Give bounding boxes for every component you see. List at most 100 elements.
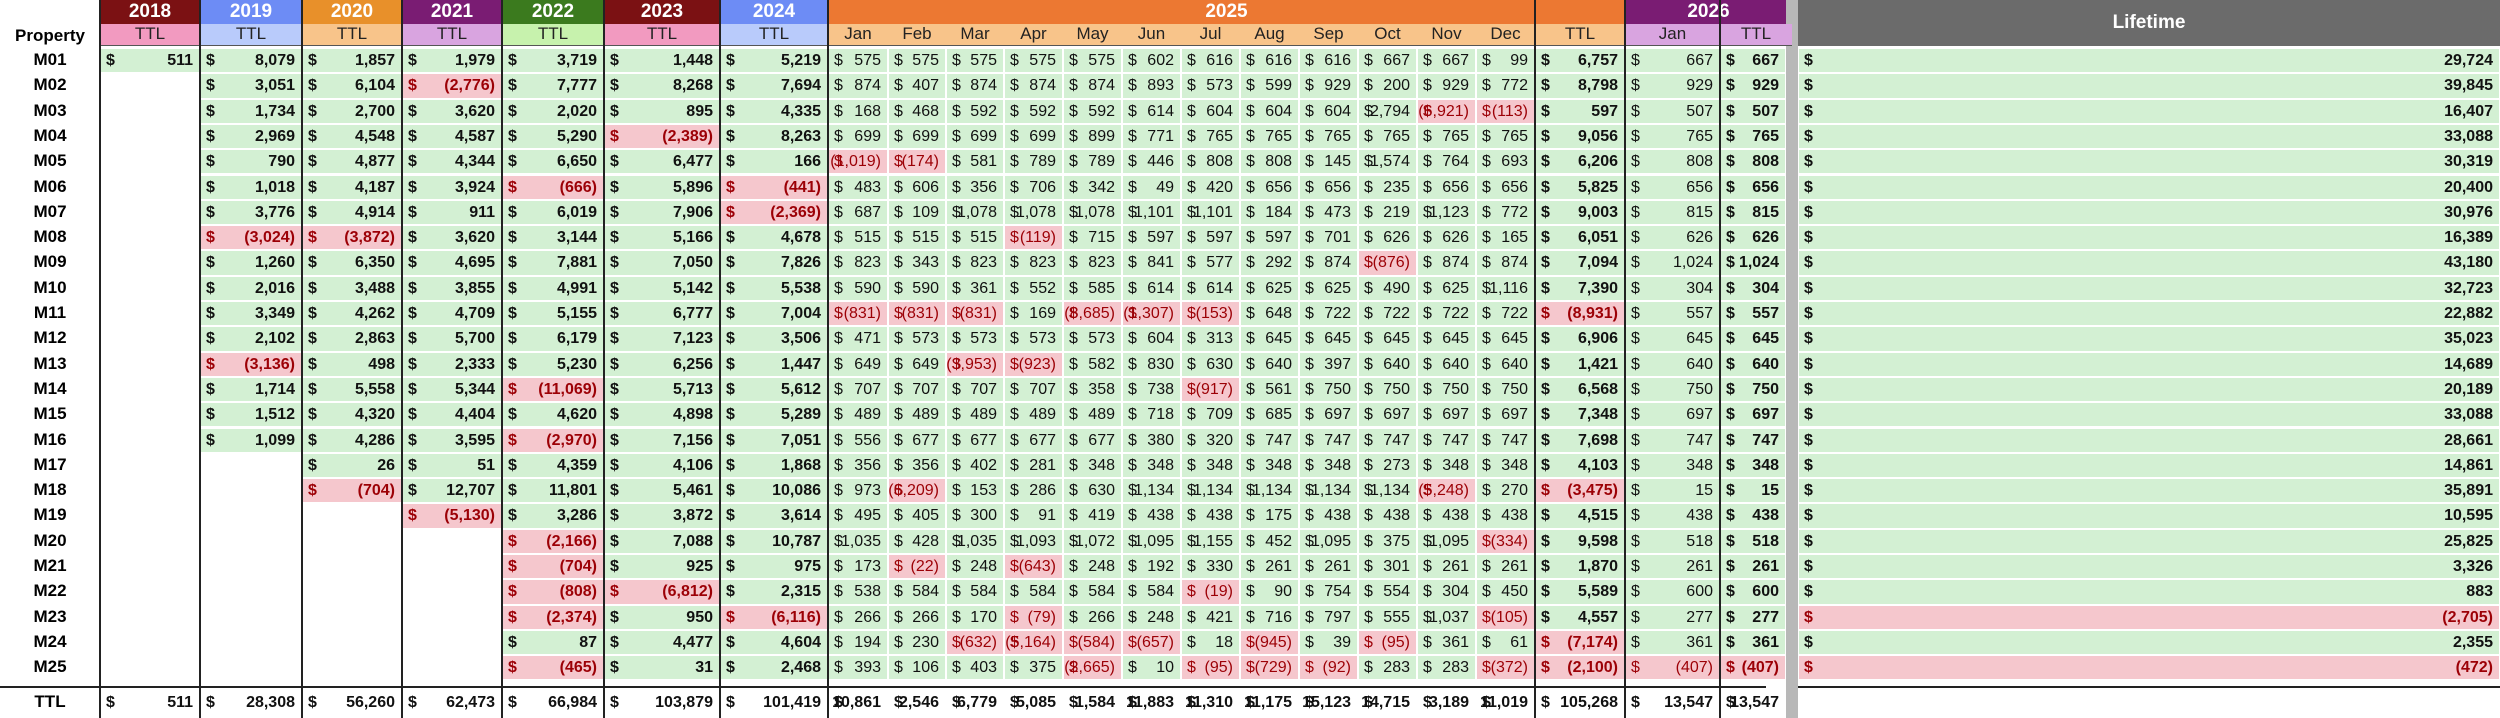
value-cell[interactable]: $361 <box>947 276 1003 300</box>
value-cell[interactable]: $764 <box>1418 150 1475 174</box>
value-cell[interactable]: $200 <box>1359 74 1416 98</box>
value-cell[interactable]: $701 <box>1300 226 1357 250</box>
total-cell[interactable]: $2,546 <box>889 691 945 715</box>
value-cell[interactable]: $602 <box>1123 49 1180 73</box>
value-cell[interactable]: $716 <box>1241 605 1298 629</box>
value-cell[interactable]: $1,093 <box>1005 529 1062 553</box>
value-cell[interactable]: $99 <box>1477 49 1534 73</box>
value-cell[interactable]: $ (704) <box>303 479 401 503</box>
value-cell[interactable]: $184 <box>1241 200 1298 225</box>
value-cell[interactable]: $49 <box>1123 175 1180 199</box>
total-cell[interactable]: $11,883 <box>1123 691 1180 715</box>
value-cell[interactable]: $640 <box>1721 352 1785 376</box>
value-cell[interactable]: $283 <box>1359 656 1416 680</box>
value-cell[interactable]: $7,004 <box>721 302 827 326</box>
value-cell[interactable]: $4,548 <box>303 124 401 149</box>
value-cell[interactable]: $808 <box>1182 150 1239 174</box>
value-cell[interactable]: $166 <box>721 150 827 174</box>
value-cell[interactable]: $4,914 <box>303 200 401 225</box>
value-cell[interactable]: $348 <box>1300 453 1357 478</box>
value-cell[interactable]: $614 <box>1123 276 1180 300</box>
value-cell[interactable]: $590 <box>889 276 945 300</box>
value-cell[interactable]: $173 <box>829 555 887 579</box>
value-cell[interactable]: $5,612 <box>721 377 827 402</box>
value-cell[interactable]: $697 <box>1418 403 1475 427</box>
value-cell[interactable]: $9,056 <box>1536 124 1624 149</box>
value-cell[interactable]: $5,589 <box>1536 580 1624 604</box>
value-cell[interactable]: $3,614 <box>721 504 827 528</box>
value-cell[interactable]: $699 <box>889 124 945 149</box>
value-cell[interactable]: $5,219 <box>721 49 827 73</box>
value-cell[interactable]: $874 <box>1064 74 1121 98</box>
value-cell[interactable]: $1,101 <box>1123 200 1180 225</box>
value-cell[interactable]: $1,870 <box>1536 555 1624 579</box>
total-cell[interactable]: $511 <box>101 691 199 715</box>
value-cell[interactable]: $1,024 <box>1721 251 1785 275</box>
value-cell[interactable]: $507 <box>1721 99 1785 123</box>
value-cell[interactable]: $830 <box>1123 352 1180 376</box>
value-cell[interactable]: $438 <box>1477 504 1534 528</box>
value-cell[interactable]: $348 <box>1477 453 1534 478</box>
value-cell[interactable]: $7,694 <box>721 74 827 98</box>
value-cell[interactable]: $575 <box>1005 49 1062 73</box>
value-cell[interactable]: $747 <box>1241 428 1298 452</box>
value-cell[interactable]: $7,050 <box>605 251 719 275</box>
value-cell[interactable]: $656 <box>1721 175 1785 199</box>
value-cell[interactable]: $950 <box>605 605 719 629</box>
value-cell[interactable]: $575 <box>947 49 1003 73</box>
value-cell[interactable]: $35,023 <box>1799 327 2499 351</box>
value-cell[interactable]: $ (6,116) <box>721 605 827 629</box>
value-cell[interactable]: $7,390 <box>1536 276 1624 300</box>
value-cell[interactable]: $7,123 <box>605 327 719 351</box>
value-cell[interactable]: $471 <box>829 327 887 351</box>
value-cell[interactable]: $677 <box>1064 428 1121 452</box>
value-cell[interactable]: $604 <box>1123 327 1180 351</box>
value-cell[interactable]: $ (174) <box>889 150 945 174</box>
value-cell[interactable]: $895 <box>605 99 719 123</box>
value-cell[interactable]: $304 <box>1721 276 1785 300</box>
value-cell[interactable]: $397 <box>1300 352 1357 376</box>
total-cell[interactable]: $101,419 <box>721 691 827 715</box>
value-cell[interactable]: $ (5,248) <box>1418 479 1475 503</box>
value-cell[interactable]: $6,568 <box>1536 377 1624 402</box>
value-cell[interactable]: $874 <box>1418 251 1475 275</box>
value-cell[interactable]: $5,461 <box>605 479 719 503</box>
value-cell[interactable]: $248 <box>947 555 1003 579</box>
value-cell[interactable]: $330 <box>1182 555 1239 579</box>
value-cell[interactable]: $4,695 <box>403 251 501 275</box>
value-cell[interactable]: $1,134 <box>1300 479 1357 503</box>
value-cell[interactable]: $438 <box>1418 504 1475 528</box>
value-cell[interactable]: $375 <box>1005 656 1062 680</box>
value-cell[interactable]: $815 <box>1626 200 1719 225</box>
value-cell[interactable]: $649 <box>889 352 945 376</box>
value-cell[interactable]: $645 <box>1359 327 1416 351</box>
value-cell[interactable]: $109 <box>889 200 945 225</box>
value-cell[interactable]: $597 <box>1536 99 1624 123</box>
value-cell[interactable]: $5,896 <box>605 175 719 199</box>
value-cell[interactable]: $747 <box>1477 428 1534 452</box>
value-cell[interactable]: $4,877 <box>303 150 401 174</box>
value-cell[interactable]: $468 <box>889 99 945 123</box>
value-cell[interactable]: $ (113) <box>1477 99 1534 123</box>
value-cell[interactable]: $31 <box>605 656 719 680</box>
value-cell[interactable]: $361 <box>1721 630 1785 655</box>
value-cell[interactable]: $5,142 <box>605 276 719 300</box>
value-cell[interactable]: $33,088 <box>1799 403 2499 427</box>
value-cell[interactable]: $10,595 <box>1799 504 2499 528</box>
value-cell[interactable]: $649 <box>829 352 887 376</box>
value-cell[interactable]: $490 <box>1359 276 1416 300</box>
value-cell[interactable]: $343 <box>889 251 945 275</box>
value-cell[interactable]: $2,016 <box>201 276 301 300</box>
value-cell[interactable]: $722 <box>1477 302 1534 326</box>
value-cell[interactable]: $538 <box>829 580 887 604</box>
value-cell[interactable]: $575 <box>829 49 887 73</box>
value-cell[interactable]: $515 <box>947 226 1003 250</box>
value-cell[interactable]: $4,404 <box>403 403 501 427</box>
value-cell[interactable]: $1,421 <box>1536 352 1624 376</box>
value-cell[interactable]: $582 <box>1064 352 1121 376</box>
total-cell[interactable]: $11,175 <box>1241 691 1298 715</box>
value-cell[interactable]: $169 <box>1005 302 1062 326</box>
value-cell[interactable]: $402 <box>947 453 1003 478</box>
value-cell[interactable]: $3,488 <box>303 276 401 300</box>
value-cell[interactable]: $489 <box>889 403 945 427</box>
